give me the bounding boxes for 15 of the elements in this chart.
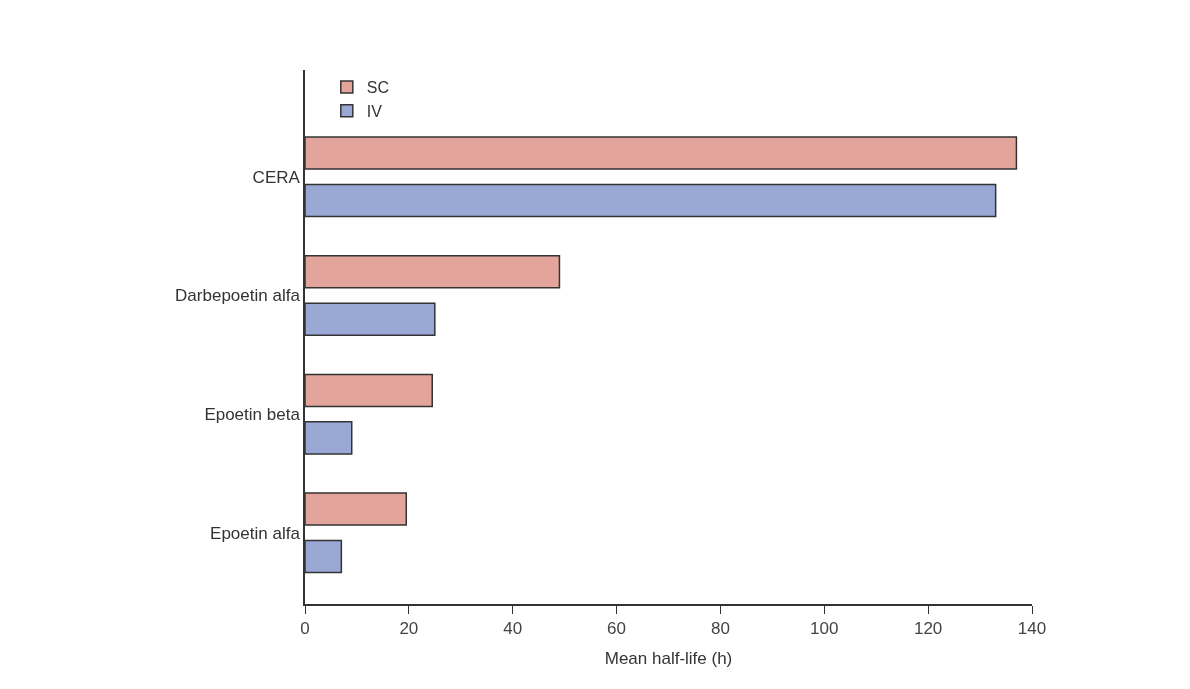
legend-label: SC [366,79,390,97]
x-tick-label: 140 [1017,619,1047,639]
x-tick-label: 120 [913,619,943,639]
x-tick-label: 80 [710,619,730,639]
legend-label: IV [366,102,383,120]
y-tick-label: CERA [252,167,301,187]
x-tick-label: 20 [399,619,419,639]
y-tick-label: Epoetin alfa [210,523,301,543]
x-axis-title: Mean half-life (h) [604,649,733,669]
y-tick-label: Darbepoetin alfa [175,286,301,306]
x-tick-label: 0 [300,619,310,639]
x-tick-label: 100 [810,619,839,639]
x-tick-label: 60 [607,619,627,639]
y-tick-label: Epoetin beta [204,405,301,425]
x-tick-label: 40 [503,619,523,639]
